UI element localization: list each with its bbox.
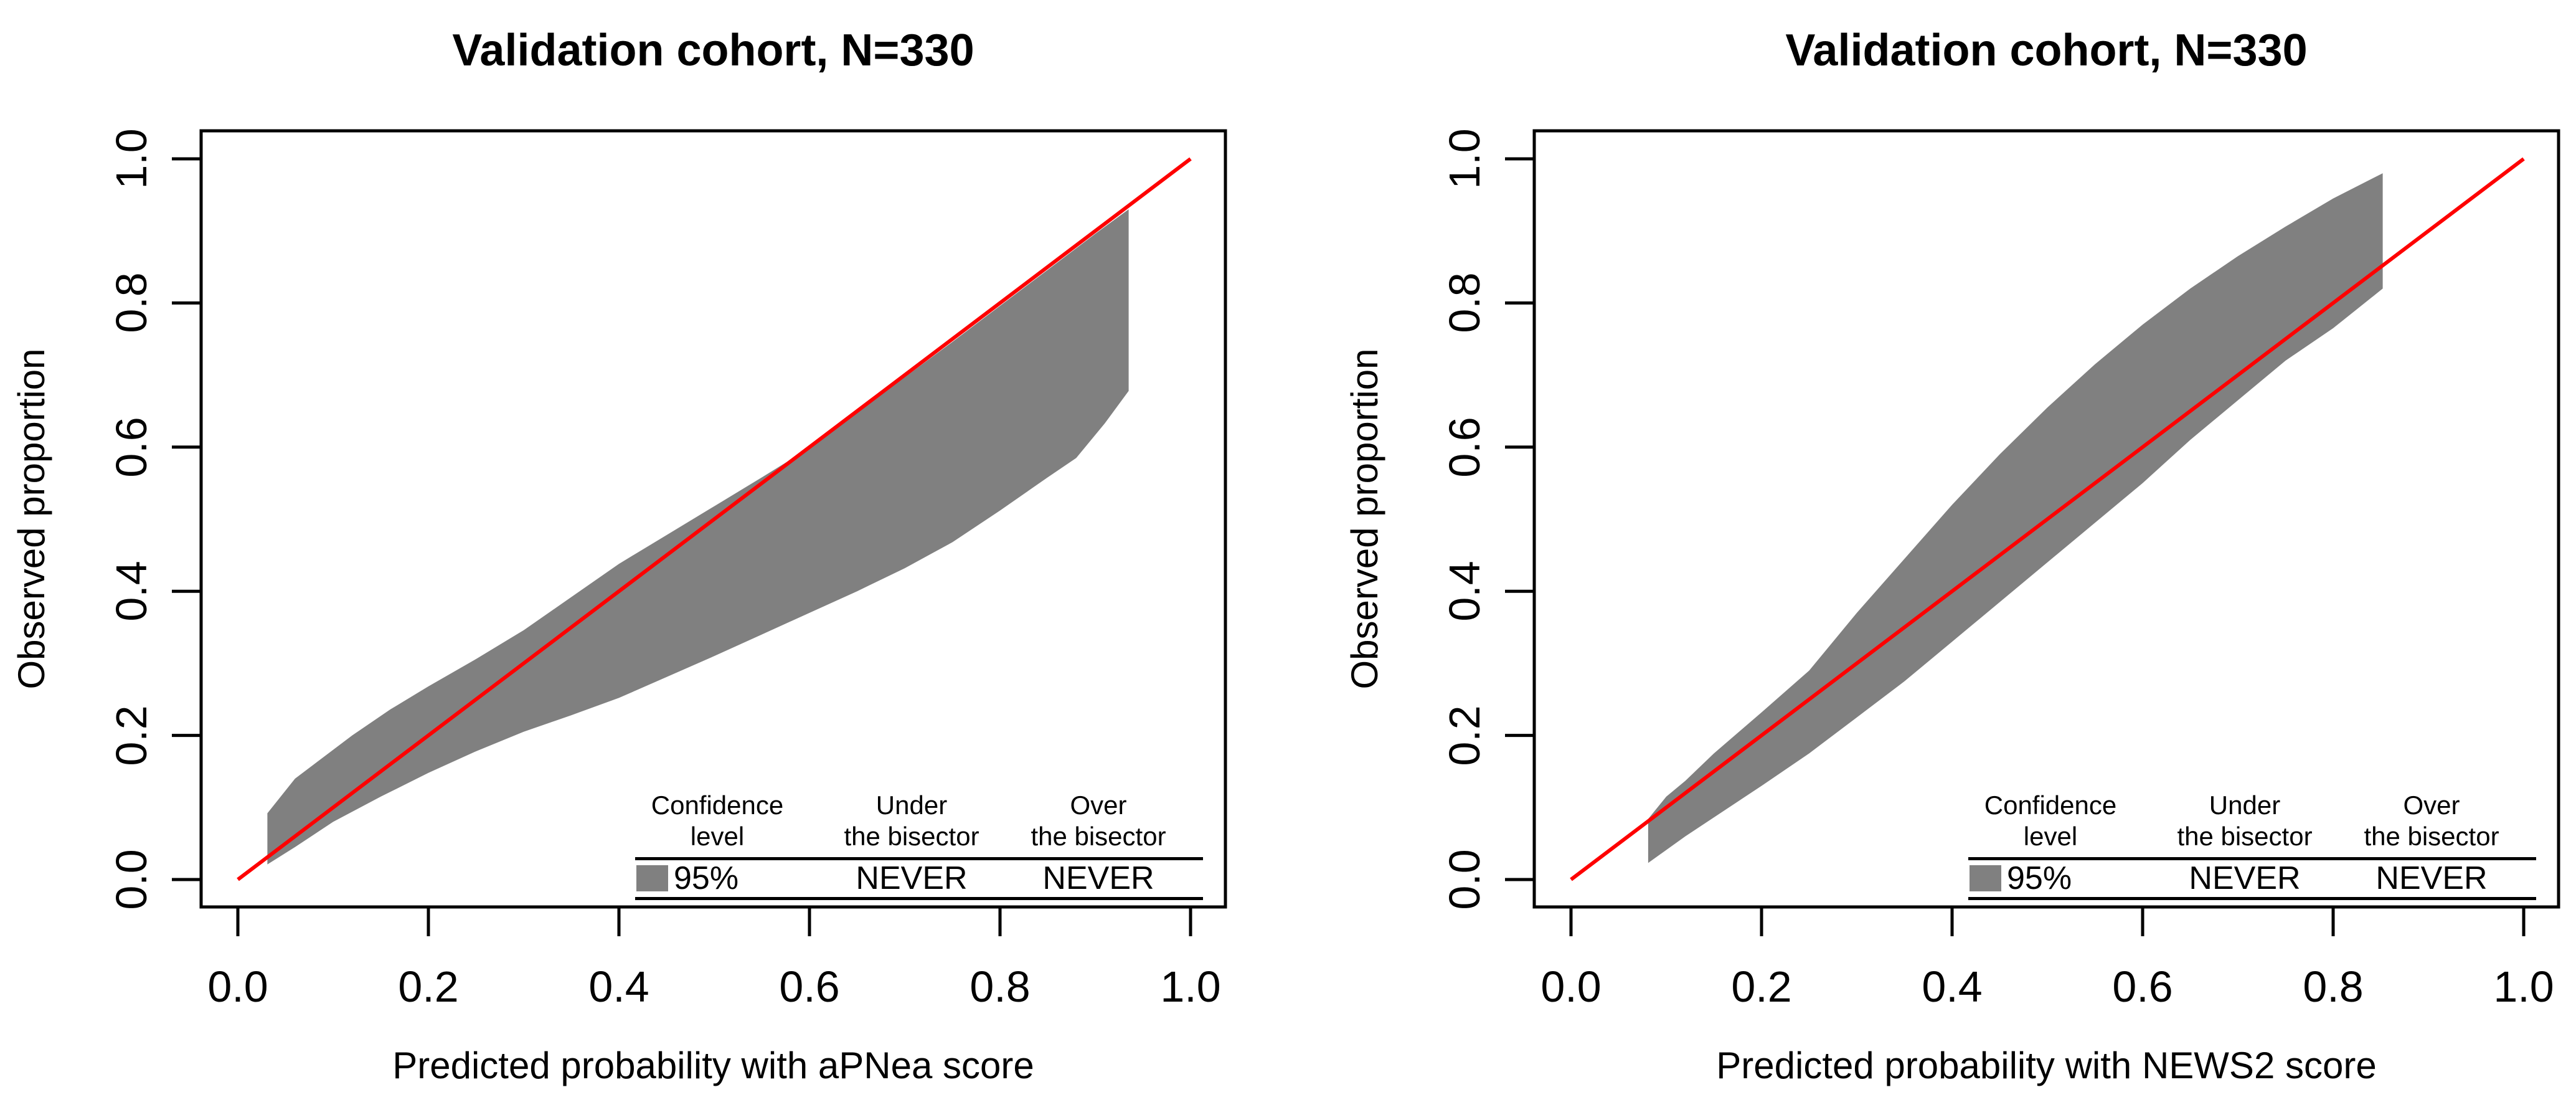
- belt-legend-table: Confidence level Under the bisector Over…: [635, 787, 1203, 906]
- legend-header-line: Under: [2209, 790, 2281, 820]
- plot-frame: [1532, 129, 2560, 909]
- confidence-level-swatch: [636, 865, 668, 891]
- bisector-line: [237, 157, 1192, 881]
- over-bisector-value: NEVER: [1042, 860, 1154, 896]
- y-tick-label: 1.0: [1440, 128, 1489, 189]
- calibration-belt-chart: [1505, 129, 2560, 936]
- x-tick-label: 0.2: [1731, 962, 1792, 1011]
- x-tick-label: 1.0: [1160, 962, 1221, 1011]
- y-tick-label: 0.6: [107, 417, 156, 478]
- x-tick-label: 0.6: [2112, 962, 2173, 1011]
- confidence-level-value: 95%: [674, 860, 739, 896]
- legend-header-confidence: Confidence level: [1945, 790, 2156, 852]
- belt-legend-table: Confidence level Under the bisector Over…: [1968, 787, 2536, 906]
- legend-rule-bottom: [635, 897, 1203, 900]
- legend-rule-bottom: [1968, 897, 2536, 900]
- under-bisector-value: NEVER: [2189, 860, 2301, 896]
- legend-header-line: the bisector: [1031, 822, 1166, 851]
- plot-frame: [199, 129, 1227, 909]
- legend-header-line: Confidence: [651, 790, 784, 820]
- under-bisector-value: NEVER: [856, 860, 968, 896]
- calibration-belt-chart: [172, 129, 1227, 936]
- y-tick-label: 0.8: [107, 272, 156, 334]
- plot-title: Validation cohort, N=330: [452, 26, 974, 75]
- y-axis-title: Observed proportion: [11, 348, 52, 690]
- y-tick-label: 0.0: [1440, 849, 1489, 910]
- x-axis-title: Predicted probability with aPNea score: [392, 1045, 1034, 1086]
- over-bisector-value: NEVER: [2375, 860, 2488, 896]
- x-tick-label: 0.0: [1540, 962, 1602, 1011]
- legend-header-line: the bisector: [844, 822, 979, 851]
- legend-header-line: the bisector: [2177, 822, 2313, 851]
- y-tick-label: 0.4: [107, 561, 156, 622]
- legend-header-line: level: [690, 822, 745, 851]
- legend-header-over: Over the bisector: [2326, 790, 2537, 852]
- x-tick-label: 0.8: [970, 962, 1031, 1011]
- legend-header-line: the bisector: [2364, 822, 2499, 851]
- confidence-level-value: 95%: [2007, 860, 2072, 896]
- x-tick-label: 1.0: [2493, 962, 2554, 1011]
- x-tick-label: 0.8: [2303, 962, 2364, 1011]
- plot-title: Validation cohort, N=330: [1785, 26, 2308, 75]
- x-axis-title: Predicted probability with NEWS2 score: [1716, 1045, 2377, 1086]
- legend-header-under: Under the bisector: [2139, 790, 2351, 852]
- confidence-belt: [267, 209, 1129, 865]
- x-tick-label: 0.4: [1922, 962, 1983, 1011]
- y-tick-label: 0.4: [1440, 561, 1489, 622]
- y-tick-label: 1.0: [107, 128, 156, 189]
- calibration-plot-apnea: Validation cohort, N=330 Predicted proba…: [11, 26, 1227, 1085]
- legend-header-under: Under the bisector: [806, 790, 1017, 852]
- x-tick-label: 0.0: [207, 962, 268, 1011]
- legend-header-line: Over: [2403, 790, 2460, 820]
- x-tick-label: 0.2: [398, 962, 459, 1011]
- y-tick-label: 0.6: [1440, 417, 1489, 478]
- legend-header-confidence: Confidence level: [611, 790, 823, 852]
- x-tick-label: 0.6: [779, 962, 840, 1011]
- legend-header-over: Over the bisector: [993, 790, 1204, 852]
- y-tick-label: 0.2: [107, 705, 156, 766]
- calibration-plot-news2: Validation cohort, N=330 Predicted proba…: [1344, 26, 2560, 1085]
- confidence-belt: [1648, 173, 2383, 863]
- x-tick-label: 0.4: [588, 962, 649, 1011]
- legend-header-line: level: [2023, 822, 2078, 851]
- y-tick-label: 0.8: [1440, 272, 1489, 334]
- y-axis-title: Observed proportion: [1344, 348, 1385, 690]
- legend-rule-top: [1968, 857, 2536, 860]
- legend-header-line: Over: [1070, 790, 1127, 820]
- legend-header-line: Confidence: [1984, 790, 2117, 820]
- legend-rule-top: [635, 857, 1203, 860]
- y-tick-label: 0.2: [1440, 705, 1489, 766]
- legend-header-line: Under: [875, 790, 948, 820]
- confidence-level-swatch: [1970, 865, 2001, 891]
- y-tick-label: 0.0: [107, 849, 156, 910]
- bisector-line: [1570, 157, 2525, 881]
